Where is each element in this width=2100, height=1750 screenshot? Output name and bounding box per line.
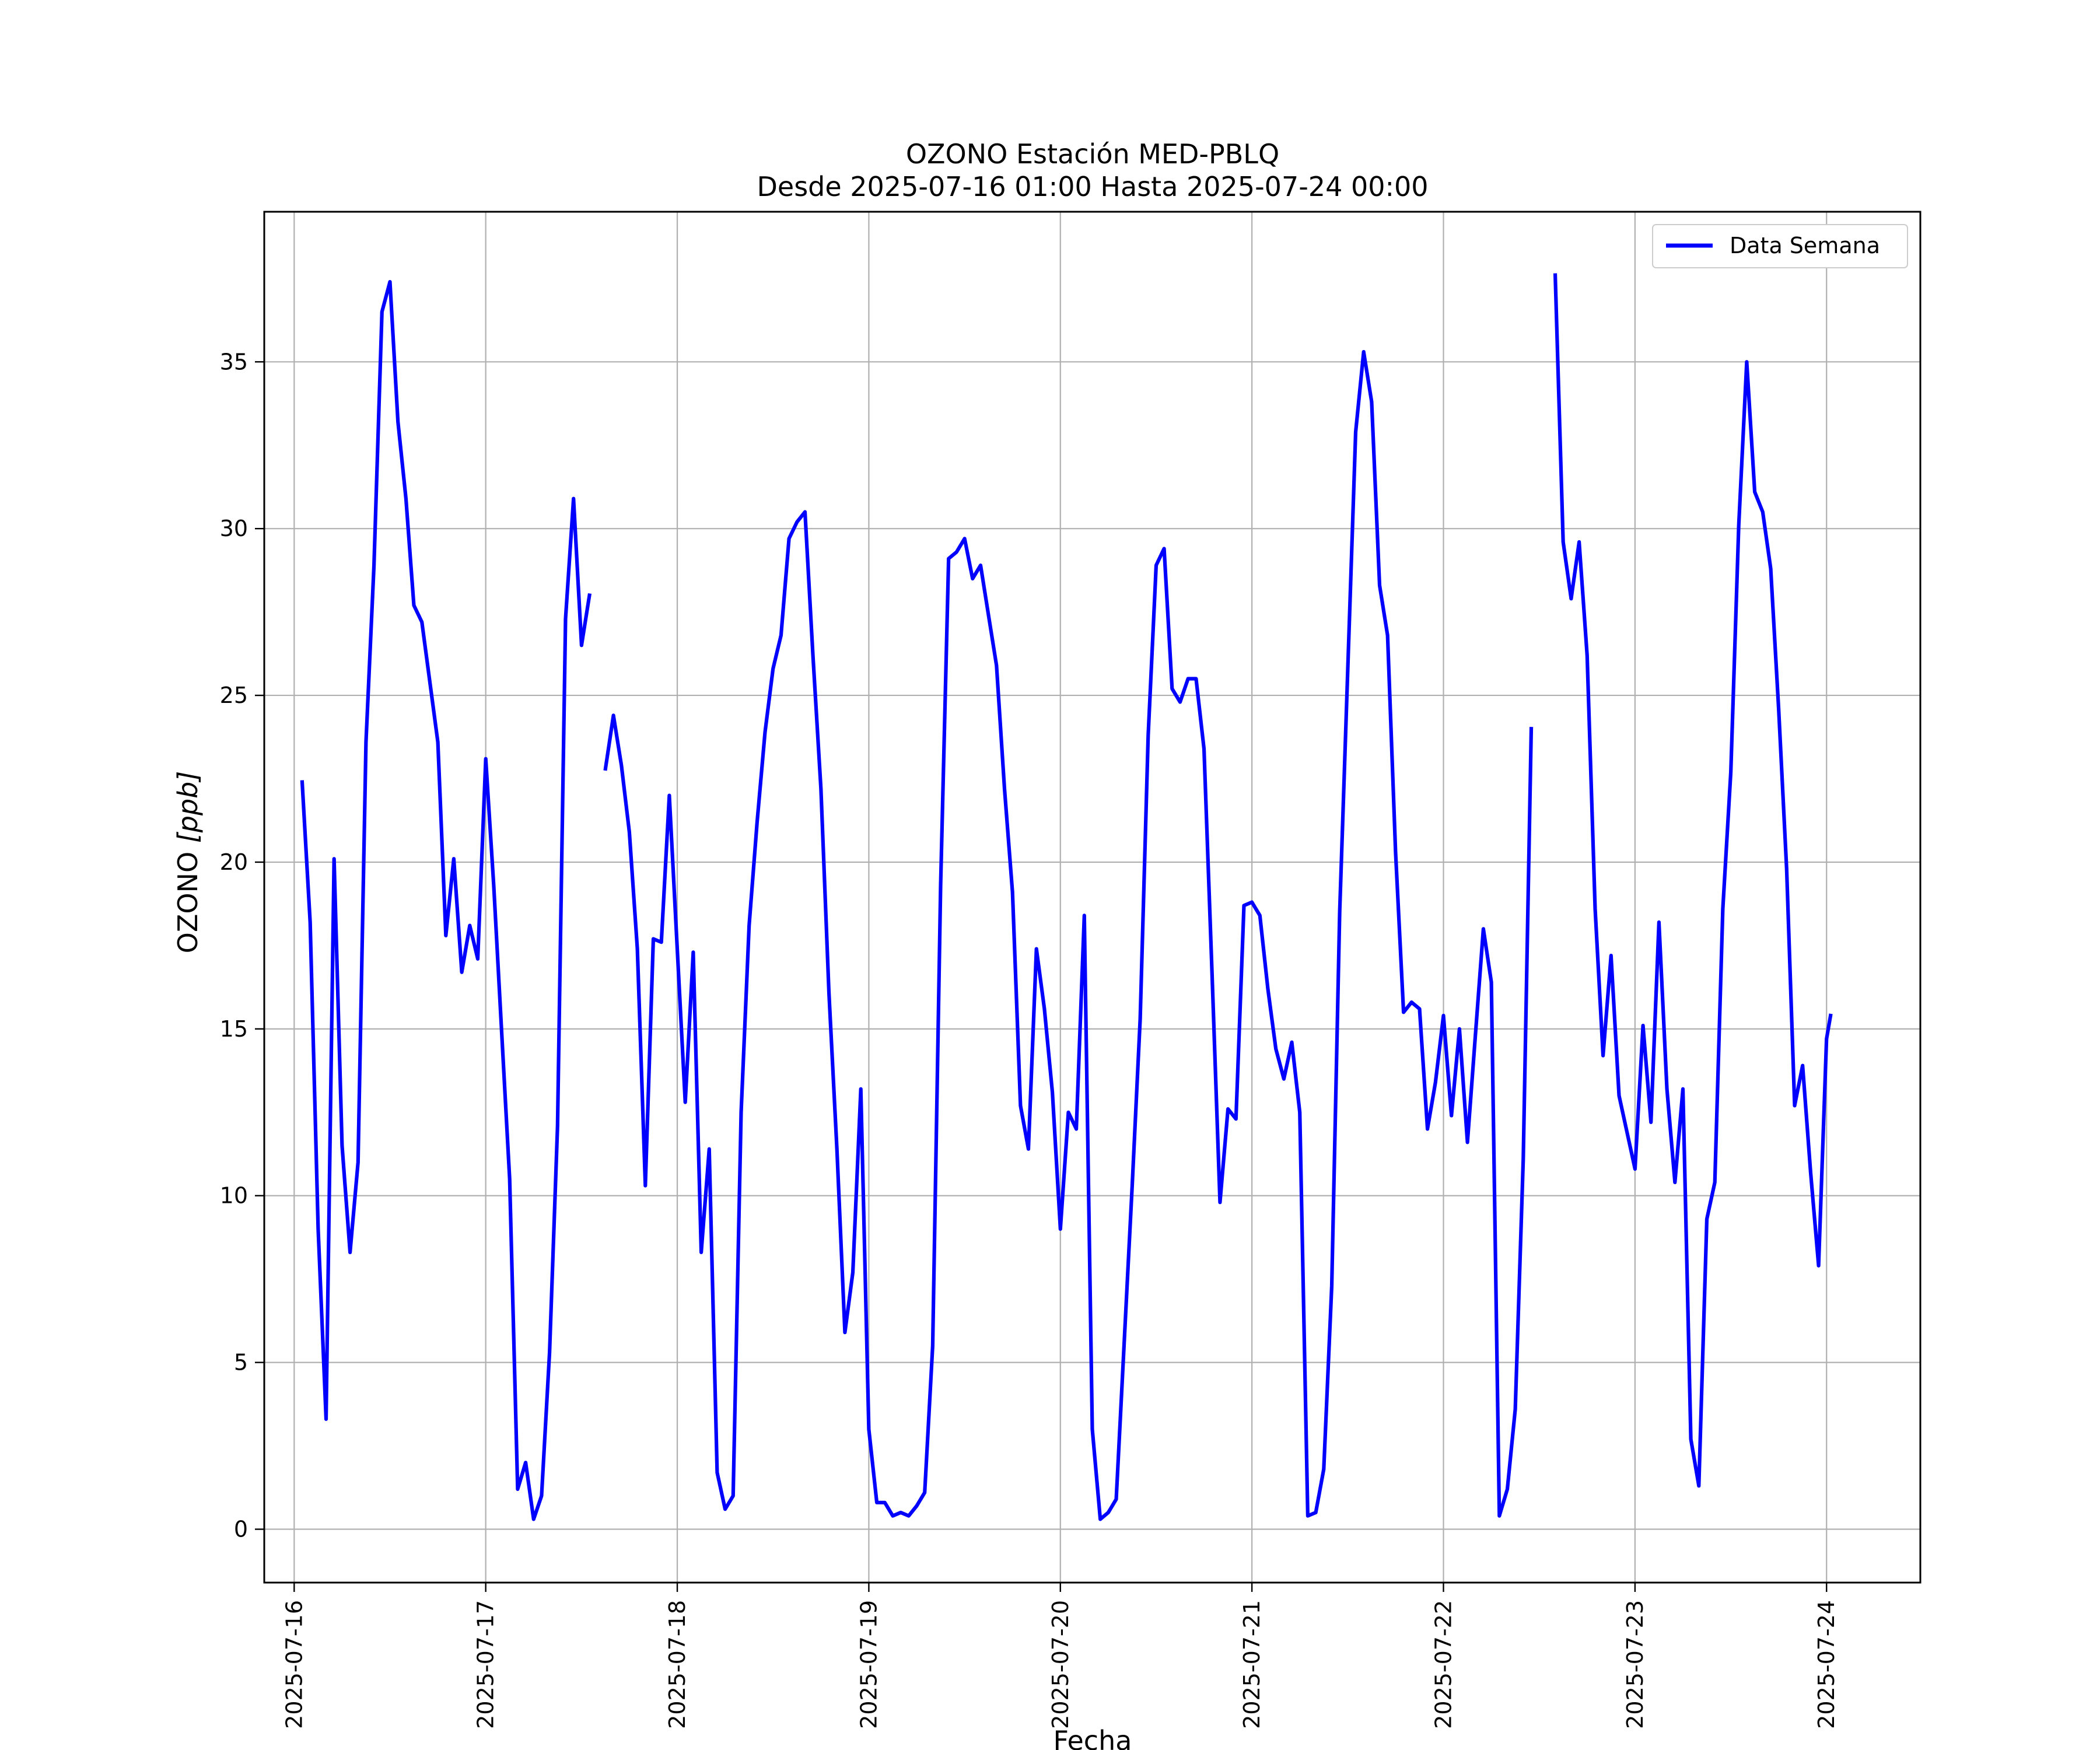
y-axis-label-unit: [ppb]: [172, 771, 204, 844]
y-tick-label: 25: [220, 682, 248, 708]
y-tick-label: 35: [220, 349, 248, 374]
series-line-segment: [603, 349, 1534, 1521]
y-axis-label: OZONO [ppb]: [172, 771, 204, 954]
y-tick-label: 10: [220, 1183, 248, 1209]
y-tick-label: 15: [220, 1016, 248, 1042]
x-tick-label: 2025-07-20: [1048, 1600, 1073, 1729]
chart-title-line-2: Desde 2025-07-16 01:00 Hasta 2025-07-24 …: [757, 171, 1428, 202]
legend-box: [1652, 224, 1908, 268]
x-tick-label: 2025-07-19: [856, 1600, 881, 1729]
x-tick-label: 2025-07-21: [1239, 1600, 1265, 1729]
series-line-segment: [1553, 273, 1833, 1488]
y-tick-label: 5: [234, 1350, 248, 1376]
x-axis-label: Fecha: [1054, 1725, 1132, 1750]
legend-series-label: Data Semana: [1730, 233, 1880, 258]
x-tick-label: 2025-07-16: [281, 1600, 307, 1729]
y-tick-label: 30: [220, 516, 248, 541]
y-tick-label: 20: [220, 849, 248, 875]
y-axis-label-quantity: OZONO: [172, 843, 204, 953]
chart-title-line-1: OZONO Estación MED-PBLQ: [906, 138, 1279, 170]
legend: Data Semana: [1652, 224, 1908, 268]
series-line-segment: [300, 280, 592, 1521]
x-tick-label: 2025-07-17: [473, 1600, 499, 1729]
y-tick-label: 0: [234, 1517, 248, 1542]
plot-area-frame: [263, 211, 1922, 1584]
x-tick-label: 2025-07-23: [1622, 1600, 1648, 1729]
x-tick-label: 2025-07-22: [1431, 1600, 1457, 1729]
axis-ticks: 2025-07-16 2025-07-17 2025-07-18 2025-07-19…: [220, 349, 1840, 1729]
series-lines: [300, 273, 1833, 1521]
x-tick-label: 2025-07-24: [1814, 1600, 1839, 1729]
x-tick-label: 2025-07-18: [664, 1600, 690, 1729]
